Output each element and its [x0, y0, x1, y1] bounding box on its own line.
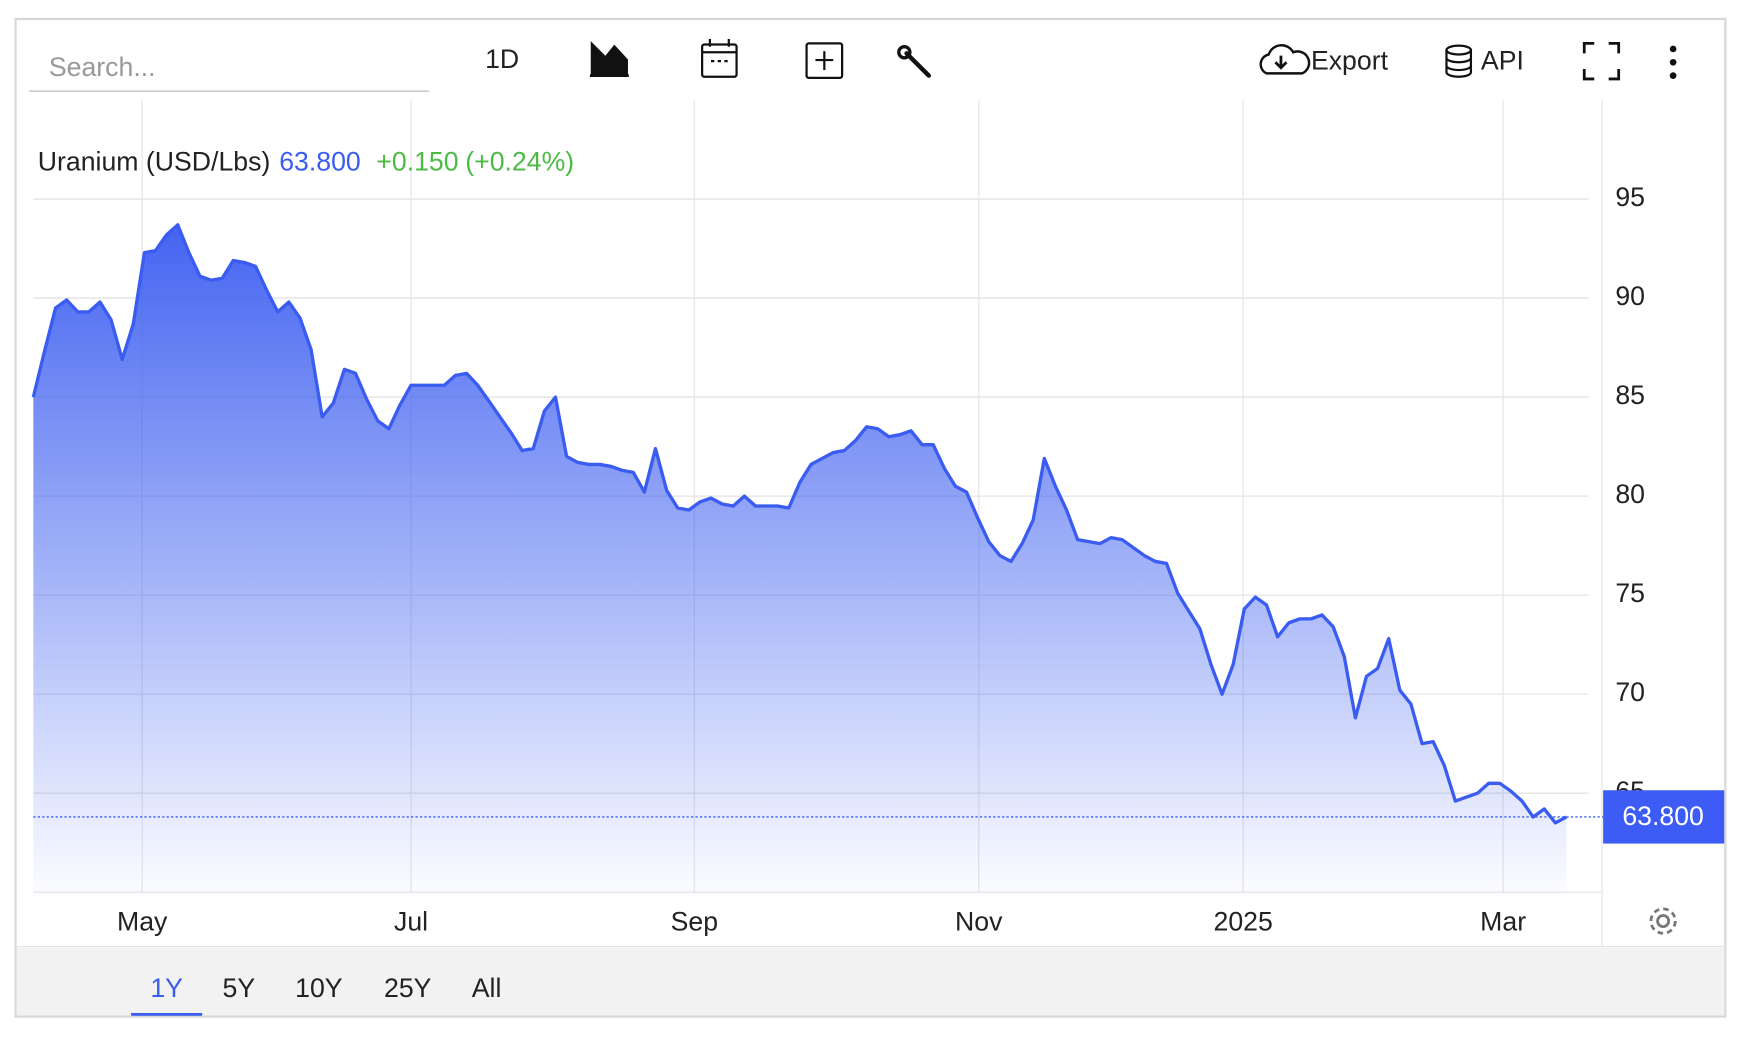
- api-label[interactable]: API: [1481, 45, 1524, 75]
- last-price: 63.800: [279, 146, 361, 176]
- chart-type-icon[interactable]: [589, 41, 629, 78]
- last-price-box: [1603, 790, 1725, 844]
- search-box[interactable]: Search...: [28, 52, 429, 92]
- tools-icon[interactable]: [897, 45, 931, 78]
- range-selector: 1Y 5Y 10Y 25Y All: [131, 973, 502, 1016]
- y-tick-label: 95: [1615, 182, 1645, 212]
- calendar-icon[interactable]: [701, 38, 738, 78]
- y-tick-label: 70: [1615, 677, 1645, 707]
- x-tick-label: Mar: [1480, 906, 1526, 936]
- y-tick-label: 85: [1615, 380, 1645, 410]
- x-tick-label: 2025: [1214, 906, 1273, 936]
- api-button[interactable]: API: [1445, 44, 1524, 78]
- export-label[interactable]: Export: [1311, 45, 1389, 75]
- x-tick-label: Sep: [671, 906, 718, 936]
- price-change-pct: (+0.24%): [465, 146, 574, 176]
- range-bar: [16, 947, 1725, 1016]
- export-button[interactable]: Export: [1259, 44, 1389, 75]
- last-price-label: 63.800: [1622, 801, 1704, 831]
- range-button[interactable]: All: [472, 973, 502, 1003]
- settings-icon[interactable]: [1649, 907, 1677, 935]
- x-tick-label: Jul: [394, 906, 428, 936]
- range-button[interactable]: 25Y: [384, 973, 432, 1003]
- range-button[interactable]: 1Y: [150, 973, 183, 1003]
- y-tick-label: 90: [1615, 281, 1645, 311]
- instrument-name: Uranium (USD/Lbs): [38, 146, 271, 176]
- fullscreen-icon[interactable]: [1582, 42, 1621, 81]
- x-tick-label: Nov: [955, 906, 1003, 936]
- chart-title: Uranium (USD/Lbs) 63.800 +0.150 (+0.24%): [38, 146, 574, 176]
- price-change: +0.150: [376, 146, 458, 176]
- x-tick-label: May: [117, 906, 168, 936]
- search-placeholder[interactable]: Search...: [49, 52, 156, 82]
- range-button[interactable]: 5Y: [223, 973, 256, 1003]
- price-line: [31, 223, 1568, 825]
- add-indicator-icon[interactable]: [805, 42, 844, 79]
- y-tick-label: 75: [1615, 578, 1645, 608]
- area: [33, 224, 1567, 893]
- interval-button[interactable]: 1D: [485, 44, 519, 74]
- range-button[interactable]: 10Y: [295, 973, 343, 1003]
- menu-icon[interactable]: [1669, 45, 1677, 79]
- y-tick-label: 80: [1615, 479, 1645, 509]
- chart: 65707580859095MayJulSepNov2025MarUranium…: [31, 100, 1725, 936]
